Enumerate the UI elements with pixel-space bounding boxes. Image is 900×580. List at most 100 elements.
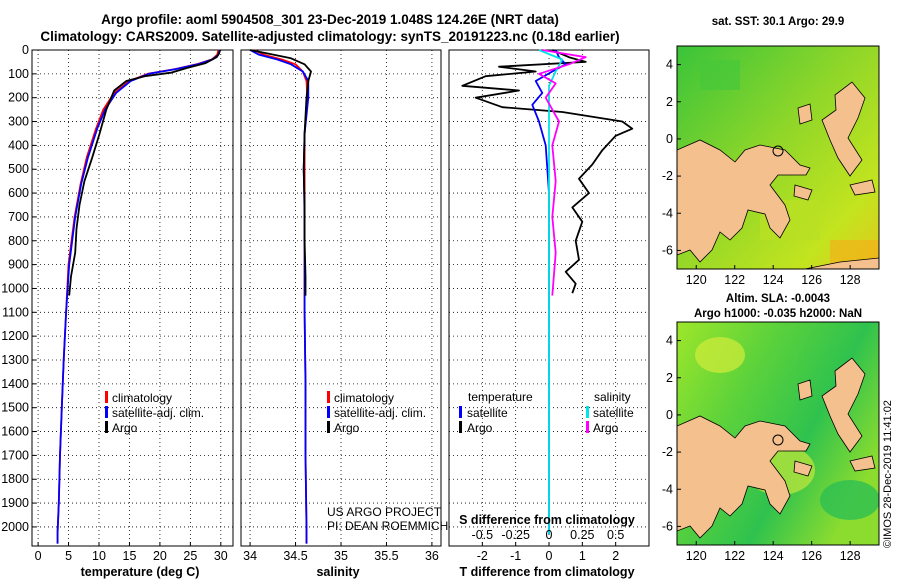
depth-tick-label: 600 [8, 186, 29, 200]
depth-tick-label: 400 [8, 138, 29, 152]
sla-field-patch [820, 480, 879, 520]
legend-swatch-climatology [327, 391, 330, 403]
map-lon-label: 122 [724, 549, 745, 563]
depth-tick-label: 200 [8, 91, 29, 105]
pi-credit: PI: DEAN ROEMMICH [327, 519, 448, 533]
depth-tick-label: 1300 [1, 353, 29, 367]
series-satellite-adj-clim- [56, 49, 221, 544]
legend-label-climatology: climatology [334, 391, 394, 405]
series-salinity-satellite [538, 49, 564, 535]
temp-xtick-label: 0 [35, 549, 42, 563]
salinity-legend: climatology satellite-adj. clim. Argo [327, 391, 426, 435]
diff-xtick-label: 0 [546, 549, 553, 563]
salinity-panel: 34 34.5 35 35.5 36 climatology satellite-adj… [240, 49, 448, 579]
temp-xtick-label: 15 [123, 549, 137, 563]
map-lat-label: 4 [666, 334, 673, 348]
legend-label-argo: Argo [112, 421, 138, 435]
map-lon-label: 126 [801, 273, 822, 287]
legend-header-temperature: temperature [468, 390, 533, 404]
sla-map-title: Altim. SLA: -0.0043 [726, 293, 830, 305]
legend-label-satellite: satellite-adj. clim. [334, 406, 426, 420]
legend-swatch-argo [105, 421, 108, 433]
temperature-panel: 0100200300400500600700800900100011001200… [1, 43, 234, 579]
map-lat-label: -4 [662, 206, 673, 220]
legend-label-argo: Argo [334, 421, 360, 435]
depth-tick-label: 1700 [1, 448, 29, 462]
map-lon-label: 128 [840, 273, 861, 287]
legend-label-temp-satellite: satellite [467, 406, 508, 420]
sst-field-patch [700, 60, 740, 90]
sla-map-frame [676, 321, 880, 546]
map-lat-label: 2 [666, 371, 673, 385]
sla-field-patch [695, 337, 745, 373]
sla-map-panel: Altim. SLA: -0.0043 Argo h1000: -0.035 h… [662, 293, 880, 563]
legend-label-temp-argo: Argo [467, 421, 493, 435]
map-lat-label: -6 [662, 519, 673, 533]
sst-map-panel: sat. SST: 30.1 Argo: 29.9 120 122 124 126 12… [662, 16, 880, 287]
depth-tick-label: 1000 [1, 281, 29, 295]
sla-map-subtitle: Argo h1000: -0.035 h2000: NaN [694, 308, 862, 320]
argo-location-marker [772, 434, 784, 446]
depth-tick-label: 1200 [1, 329, 29, 343]
map-lon-label: 120 [686, 549, 707, 563]
temperature-diff-xlabel: T difference from climatology [459, 565, 634, 579]
temp-xtick-label: 20 [153, 549, 167, 563]
legend-swatch-sal-argo [586, 421, 589, 433]
sst-map-title: sat. SST: 30.1 Argo: 29.9 [712, 16, 845, 28]
sal-xtick-label: 35 [334, 549, 348, 563]
legend-swatch-satellite [327, 406, 330, 418]
imos-timestamp: ©IMOS 28-Dec-2019 11:41:02 [882, 400, 894, 548]
legend-label-sal-satellite: satellite [593, 406, 634, 420]
temperature-plot-frame [31, 49, 234, 547]
depth-tick-label: 1900 [1, 496, 29, 510]
sal-xtick-label: 34 [243, 549, 257, 563]
temp-xtick-label: 5 [65, 549, 72, 563]
temp-xtick-label: 30 [214, 549, 228, 563]
depth-tick-label: 900 [8, 258, 29, 272]
map-lat-label: 4 [666, 58, 673, 72]
diff-xtick-label: -1 [510, 549, 521, 563]
depth-tick-label: 0 [22, 43, 29, 57]
legend-swatch-satellite [105, 406, 108, 418]
argo-location-marker [772, 145, 784, 157]
depth-tick-label: 2000 [1, 520, 29, 534]
depth-tick-label: 1400 [1, 377, 29, 391]
sal-diff-tick-label: 0.25 [570, 528, 594, 542]
legend-label-climatology: climatology [112, 391, 172, 405]
diff-xtick-label: 2 [612, 549, 619, 563]
diff-xtick-label: 1 [579, 549, 586, 563]
map-lat-label: -4 [662, 482, 673, 496]
sst-land [677, 81, 879, 269]
plot-title-line2: Climatology: CARS2009. Satellite-adjuste… [40, 29, 620, 44]
map-lat-label: -2 [662, 169, 673, 183]
map-lon-label: 128 [840, 549, 861, 563]
sal-diff-tick-label: -0.25 [501, 528, 530, 542]
map-lon-label: 124 [763, 273, 784, 287]
legend-swatch-argo [327, 421, 330, 433]
series-salinity-argo [538, 49, 587, 296]
map-lat-label: 0 [666, 408, 673, 422]
depth-tick-label: 1600 [1, 425, 29, 439]
plot-title-line1: Argo profile: aoml 5904508_301 23-Dec-20… [101, 12, 559, 27]
sal-xtick-label: 34.5 [283, 549, 307, 563]
legend-swatch-temp-argo [459, 421, 462, 433]
depth-tick-label: 1800 [1, 472, 29, 486]
sst-map-frame [676, 45, 880, 270]
salinity-diff-xlabel: S difference from climatology [459, 513, 635, 527]
sal-xtick-label: 36 [425, 549, 439, 563]
diff-xtick-label: -2 [477, 549, 488, 563]
sal-diff-tick-label: 0 [546, 528, 553, 542]
difference-panel: -2 -1 0 1 2 -0.5 -0.25 0 0.25 0.5 temperature sat… [448, 49, 650, 579]
sal-xtick-label: 35.5 [374, 549, 398, 563]
difference-legend: temperature satellite Argo salinity sate… [459, 390, 634, 435]
map-lat-label: -6 [662, 243, 673, 257]
depth-tick-label: 700 [8, 210, 29, 224]
map-lon-label: 126 [801, 549, 822, 563]
legend-swatch-sal-satellite [586, 406, 589, 418]
series-argo [68, 49, 222, 296]
legend-swatch-climatology [105, 391, 108, 403]
temperature-xlabel: temperature (deg C) [81, 565, 200, 579]
map-lat-label: -2 [662, 445, 673, 459]
sla-land [677, 357, 876, 539]
legend-label-satellite: satellite-adj. clim. [112, 406, 204, 420]
